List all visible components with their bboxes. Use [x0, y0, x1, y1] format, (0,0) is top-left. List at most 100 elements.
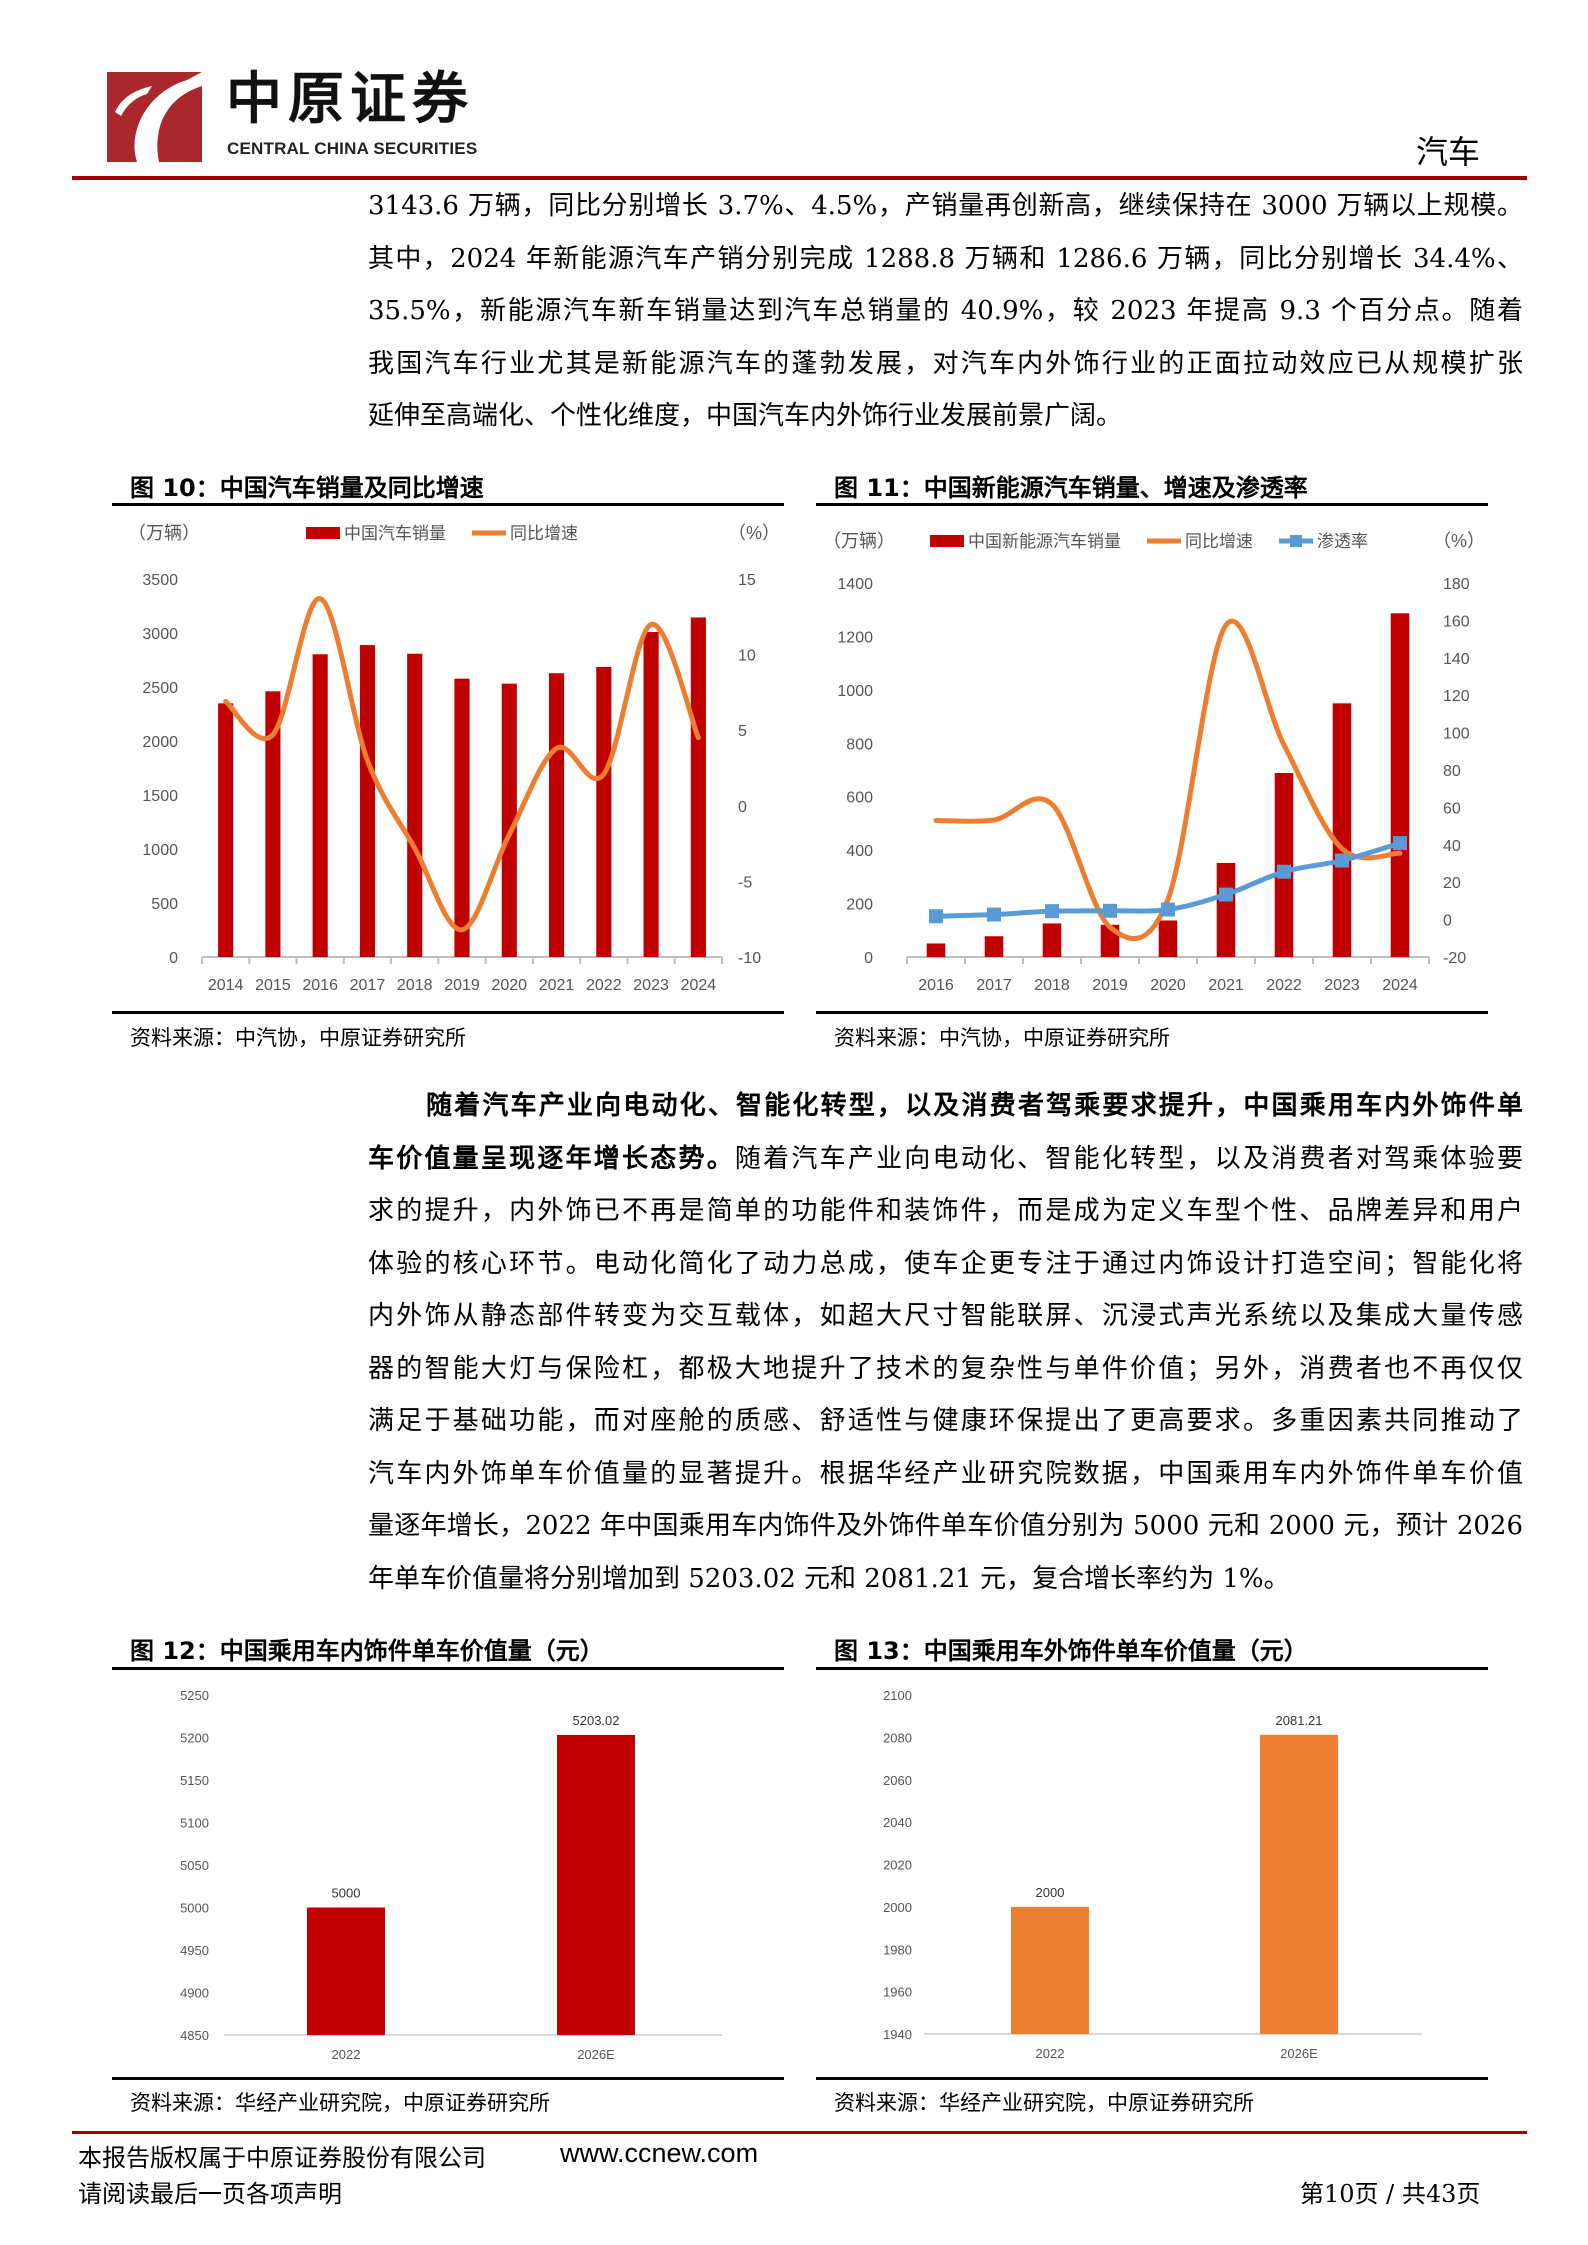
y-tick-label: 2000 [883, 1900, 912, 1915]
data-point-marker [1277, 864, 1291, 879]
y-tick-label: 2040 [883, 1815, 912, 1830]
y-tick-label: 1200 [837, 629, 873, 646]
figure-11-top-rule [816, 503, 1488, 506]
legend-label: 中国汽车销量 [344, 524, 446, 543]
bar [454, 678, 470, 957]
figure-13-top-rule [816, 1667, 1488, 1670]
y2-tick-label: 0 [1443, 913, 1452, 930]
data-point-marker [1045, 904, 1059, 919]
figure-11-source: 资料来源：中汽协，中原证券研究所 [834, 1026, 1170, 1050]
logo-text-en: CENTRAL CHINA SECURITIES [227, 139, 478, 158]
legend-swatch [930, 535, 964, 547]
figure-12-title: 图 12：中国乘用车内饰件单车价值量（元） [130, 1637, 604, 1665]
bold-lead: 车价值量呈现逐年增长态势。 [368, 1143, 735, 1174]
bar [1216, 862, 1236, 957]
x-tick-label: 2017 [350, 977, 386, 994]
footer-website-link[interactable]: www.ccnew.com [560, 2138, 759, 2168]
y-tick-label: 800 [846, 736, 873, 753]
y2-tick-label: 0 [738, 799, 747, 816]
x-tick-label: 2026E [577, 2047, 615, 2062]
paragraph-2: 随着汽车产业向电动化、智能化转型，以及消费者驾乘要求提升，中国乘用车内外饰件单 … [368, 1080, 1523, 1605]
y-tick-label: 4950 [180, 1943, 209, 1958]
y-tick-label: 1500 [142, 788, 178, 805]
bar [407, 653, 423, 957]
text-line: 年单车价值量将分别增加到 5203.02 元和 2081.21 元，复合增长率约… [368, 1563, 1290, 1594]
x-tick-label: 2021 [1208, 977, 1244, 994]
y2-tick-label: 5 [738, 723, 747, 740]
y2-tick-label: 60 [1443, 800, 1461, 817]
figure-12-top-rule [112, 1667, 784, 1670]
x-tick-label: 2022 [1266, 977, 1302, 994]
bar [1332, 703, 1352, 957]
data-label: 5000 [332, 1886, 361, 1901]
legend-swatch [306, 527, 340, 539]
y-tick-label: 2020 [883, 1858, 912, 1873]
text-line: 3143.6 万辆，同比分别增长 3.7%、4.5%，产销量再创新高，继续保持在… [368, 191, 1523, 221]
y-tick-label: 1960 [883, 1985, 912, 2000]
y-tick-label: 5150 [180, 1773, 209, 1788]
data-point-marker [1219, 887, 1233, 902]
text-line: 量逐年增长，2022 年中国乘用车内饰件及外饰件单车价值分别为 5000 元和 … [368, 1511, 1523, 1541]
y-tick-label: 3000 [142, 626, 178, 643]
x-tick-label: 2023 [633, 977, 669, 994]
bar [984, 936, 1004, 957]
y-tick-label: 4850 [180, 2028, 209, 2043]
x-tick-label: 2019 [444, 977, 480, 994]
text-span: 随着汽车产业向电动化、智能化转型，以及消费者对驾乘体验要 [734, 1143, 1523, 1174]
y-tick-label: 2000 [142, 734, 178, 751]
bar [1260, 1734, 1338, 2034]
y-tick-label: 2100 [883, 1688, 912, 1703]
legend-label: 渗透率 [1317, 532, 1368, 551]
x-tick-label: 2026E [1280, 2046, 1318, 2061]
y-tick-label: 3500 [142, 572, 178, 589]
footer-disclaimer: 请阅读最后一页各项声明 [78, 2180, 342, 2208]
bar [926, 943, 946, 957]
y-tick-label: 2500 [142, 680, 178, 697]
footer-page-number: 第10页 / 共43页 [1300, 2180, 1481, 2208]
bar [312, 654, 328, 957]
data-label: 2000 [1036, 1885, 1065, 1900]
bar [643, 632, 659, 957]
y2-tick-label: 40 [1443, 838, 1461, 855]
data-point-marker [929, 909, 943, 924]
legend-label: 同比增速 [1185, 532, 1253, 551]
bar [218, 703, 234, 957]
y-tick-label: 2080 [883, 1730, 912, 1745]
text-line: 体验的核心环节。电动化简化了动力总成，使车企更专注于通过内饰设计打造空间；智能化… [368, 1248, 1523, 1279]
y-tick-label: 1980 [883, 1942, 912, 1957]
bar [501, 683, 517, 957]
y-tick-label: 1940 [883, 2027, 912, 2042]
bar [596, 666, 612, 957]
text-line: 35.5%，新能源汽车新车销量达到汽车总销量的 40.9%，较 2023 年提高… [368, 296, 1523, 326]
x-tick-label: 2016 [918, 977, 954, 994]
figure-10-top-rule [112, 503, 784, 506]
y-tick-label: 5100 [180, 1816, 209, 1831]
y2-tick-label: -10 [738, 950, 761, 967]
logo-text-cn: 中原证券 [226, 67, 474, 132]
x-tick-label: 2021 [539, 977, 575, 994]
bar [548, 673, 565, 957]
x-tick-label: 2020 [1150, 977, 1186, 994]
x-tick-label: 2015 [255, 977, 291, 994]
bar [265, 691, 281, 957]
x-tick-label: 2022 [1036, 2046, 1065, 2061]
text-line: 我国汽车行业尤其是新能源汽车的蓬勃发展，对汽车内外饰行业的正面拉动效应已从规模扩… [368, 348, 1523, 379]
figure-13-title: 图 13：中国乘用车外饰件单车价值量（元） [834, 1637, 1308, 1665]
text-line-bold: 随着汽车产业向电动化、智能化转型，以及消费者驾乘要求提升，中国乘用车内外饰件单 [426, 1091, 1523, 1121]
figure-12-source: 资料来源：华经产业研究院，中原证券研究所 [130, 2091, 550, 2115]
data-point-marker [987, 907, 1001, 922]
y-tick-label: 1000 [142, 842, 178, 859]
text-line: 其中，2024 年新能源汽车产销分别完成 1288.8 万辆和 1286.6 万… [368, 243, 1523, 274]
y2-tick-label: -20 [1443, 950, 1466, 967]
y2-tick-label: 80 [1443, 763, 1461, 780]
x-tick-label: 2023 [1324, 977, 1360, 994]
figure-11-bottom-rule [816, 1011, 1488, 1014]
bar [359, 645, 376, 957]
y-tick-label: 200 [846, 897, 873, 914]
y2-tick-label: 20 [1443, 875, 1461, 892]
figure-12-bottom-rule [112, 2077, 784, 2080]
y-tick-label: 1400 [837, 576, 873, 593]
y2-tick-label: 100 [1443, 726, 1470, 743]
y-tick-label: 4900 [180, 1986, 209, 2001]
